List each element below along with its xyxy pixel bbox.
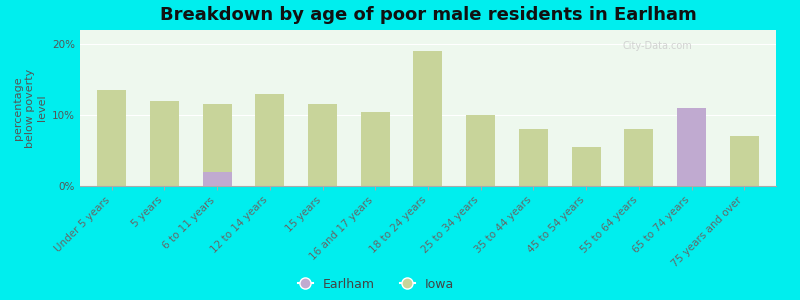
Bar bbox=[466, 115, 495, 186]
Title: Breakdown by age of poor male residents in Earlham: Breakdown by age of poor male residents … bbox=[160, 6, 696, 24]
Text: City-Data.com: City-Data.com bbox=[623, 41, 693, 51]
Bar bbox=[519, 129, 548, 186]
Bar bbox=[202, 172, 231, 186]
Bar bbox=[202, 104, 231, 186]
Bar bbox=[730, 136, 759, 186]
Bar bbox=[677, 136, 706, 186]
Bar bbox=[97, 90, 126, 186]
Legend: Earlham, Iowa: Earlham, Iowa bbox=[298, 278, 454, 291]
Bar bbox=[255, 94, 284, 186]
Y-axis label: percentage
below poverty
level: percentage below poverty level bbox=[14, 68, 46, 148]
Bar bbox=[625, 129, 654, 186]
Bar bbox=[361, 112, 390, 186]
Bar bbox=[308, 104, 337, 186]
Bar bbox=[150, 101, 179, 186]
Bar bbox=[677, 108, 706, 186]
Bar bbox=[572, 147, 601, 186]
Bar bbox=[414, 51, 442, 186]
